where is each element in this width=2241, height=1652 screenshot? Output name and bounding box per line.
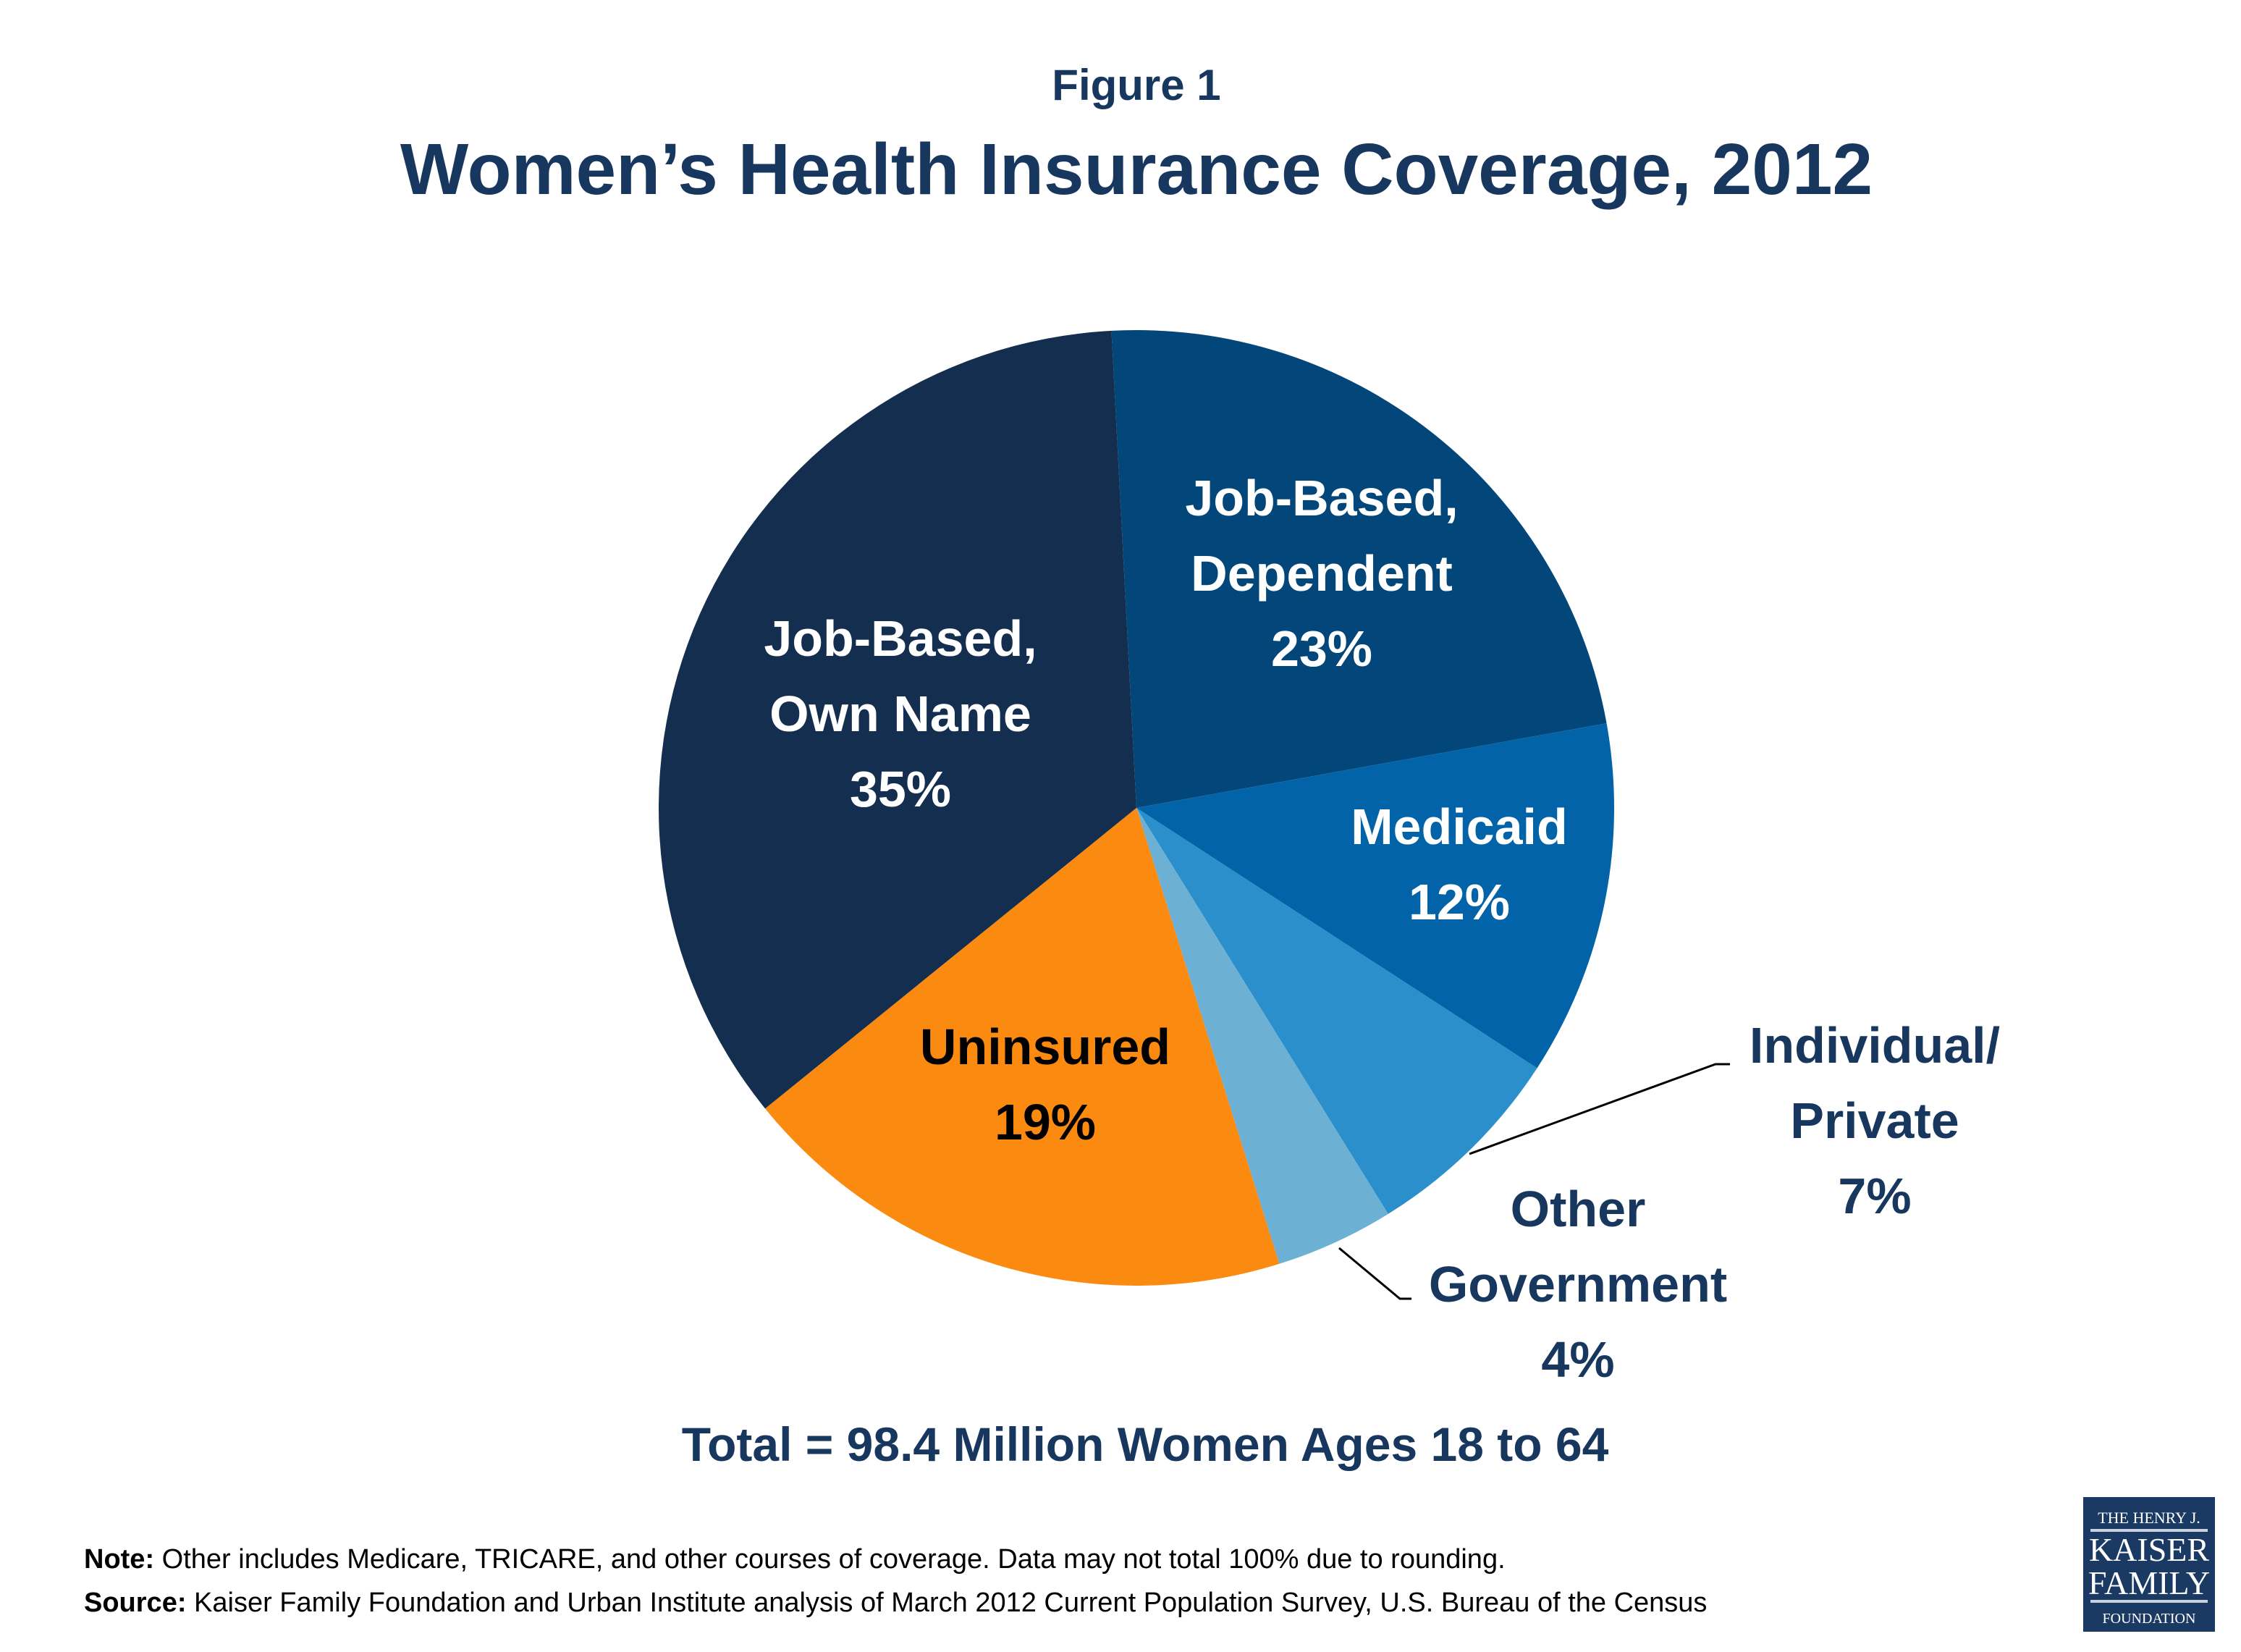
label-medicaid-line1: Medicaid xyxy=(1351,798,1568,855)
logo-line3: FAMILY xyxy=(2088,1564,2210,1601)
label-individual-line2: Private xyxy=(1790,1092,1959,1149)
pie xyxy=(659,330,1614,1286)
pie-slice-job-based-dependent xyxy=(1111,330,1607,808)
label-uninsured-value: 19% xyxy=(995,1094,1096,1150)
label-individual-value: 7% xyxy=(1838,1168,1911,1224)
source-text: Source: Kaiser Family Foundation and Urb… xyxy=(84,1588,1707,1618)
label-other-government-line2: Government xyxy=(1429,1256,1727,1312)
label-dependent-line2: Dependent xyxy=(1191,545,1453,602)
label-uninsured-line1: Uninsured xyxy=(920,1019,1170,1075)
label-medicaid-value: 12% xyxy=(1409,874,1510,930)
total-label: Total = 98.4 Million Women Ages 18 to 64 xyxy=(682,1417,1609,1471)
figure-label: Figure 1 xyxy=(1052,61,1220,109)
label-other-government-value: 4% xyxy=(1541,1331,1614,1388)
label-dependent-line1: Job-Based, xyxy=(1185,470,1458,526)
pie-slice-medicaid xyxy=(1136,723,1614,1069)
note-label: Note: xyxy=(84,1544,154,1575)
label-own-name-value: 35% xyxy=(850,761,951,817)
note-text: Note: Other includes Medicare, TRICARE, … xyxy=(84,1544,1506,1575)
pie-slice-individual-private xyxy=(1136,808,1537,1214)
logo-line2: KAISER xyxy=(2089,1531,2209,1568)
source-body: Kaiser Family Foundation and Urban Insti… xyxy=(186,1588,1707,1618)
chart-title: Women’s Health Insurance Coverage, 2012 xyxy=(400,129,1873,210)
kff-logo: THE HENRY J. KAISER FAMILY FOUNDATION xyxy=(2083,1497,2215,1632)
logo-line4: FOUNDATION xyxy=(2103,1611,2196,1627)
leader-line-other-government xyxy=(1338,1247,1411,1300)
source-label: Source: xyxy=(84,1588,186,1618)
pie-slice-uninsured xyxy=(765,808,1280,1286)
label-other-government-line1: Other xyxy=(1511,1181,1646,1237)
note-body: Other includes Medicare, TRICARE, and ot… xyxy=(154,1544,1506,1575)
leader-line-individual xyxy=(1469,1063,1730,1155)
label-own-name-line2: Own Name xyxy=(769,686,1031,742)
label-dependent-value: 23% xyxy=(1271,620,1372,677)
label-own-name-line1: Job-Based, xyxy=(764,610,1037,667)
pie-slice-job-based-own-name xyxy=(659,330,1136,1109)
logo-line1: THE HENRY J. xyxy=(2098,1509,2200,1527)
pie-slice-other-government xyxy=(1136,808,1388,1264)
label-individual-line1: Individual/ xyxy=(1750,1017,2000,1074)
